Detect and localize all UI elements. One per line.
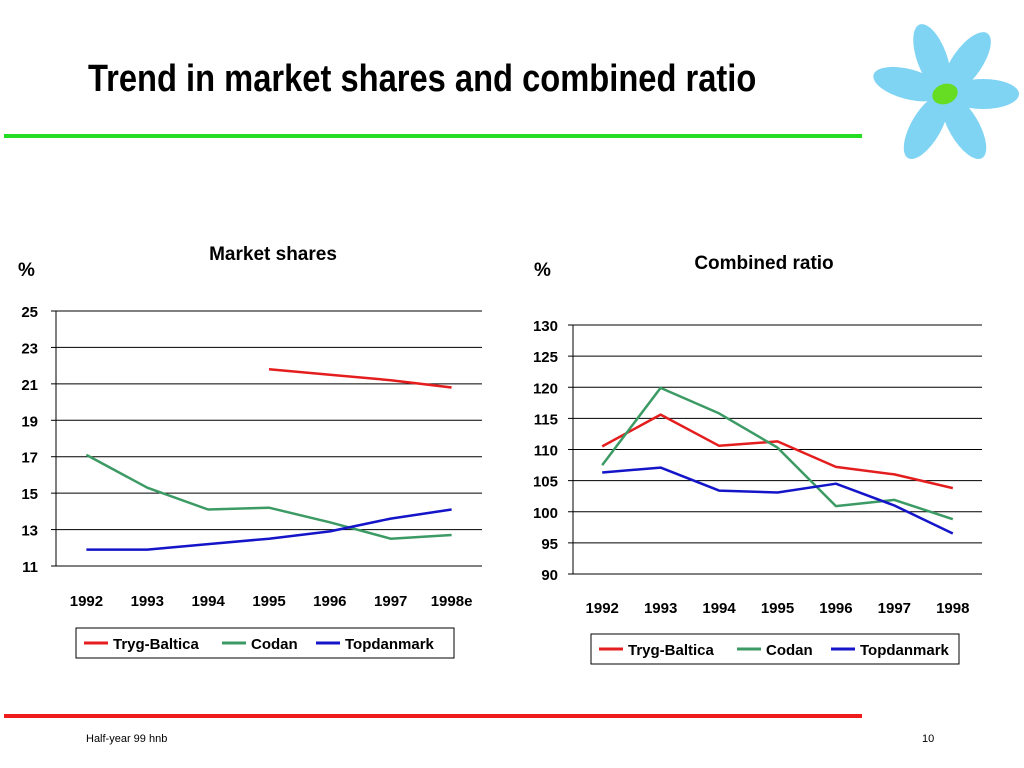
logo-petal: [947, 79, 1019, 109]
chart-0: Market shares% 11 13 15 17 19 21 23 25 1992 1993 19…: [18, 244, 482, 659]
x-tick-label: 1996: [819, 600, 852, 617]
series-line-topdanmark: [86, 508, 452, 551]
y-tick-label: 120: [533, 380, 558, 397]
page-number: 10: [922, 733, 935, 745]
y-tick-label: 95: [541, 536, 558, 553]
y-tick-label: 17: [21, 450, 38, 467]
legend-label: Codan: [251, 636, 298, 653]
x-tick-label: 1994: [191, 593, 225, 610]
x-tick-label: 1994: [702, 600, 736, 617]
y-tick-label: 130: [533, 318, 558, 335]
y-tick-label: 15: [21, 486, 38, 503]
x-tick-label: 1993: [644, 600, 677, 617]
top-divider: [4, 134, 862, 138]
x-tick-label: 1997: [878, 600, 911, 617]
legend-box: [75, 627, 455, 659]
series-line-topdanmark: [602, 466, 954, 535]
x-tick-label: 1996: [313, 593, 346, 610]
chart-title: Market shares: [209, 244, 337, 265]
legend-label: Tryg-Baltica: [113, 636, 200, 653]
x-tick-label: 1995: [761, 600, 794, 617]
y-axis-label: %: [534, 260, 551, 281]
bottom-divider: [4, 714, 862, 718]
y-tick-label: 25: [21, 304, 38, 321]
y-tick-label: 100: [533, 505, 558, 522]
chart-1: Combined ratio% 90 95 100 105 110 115 120 125 130…: [533, 253, 982, 665]
y-tick-label: 19: [21, 413, 38, 430]
logo-petal: [903, 94, 949, 159]
legend-label: Topdanmark: [345, 636, 435, 653]
y-tick-label: 23: [21, 340, 38, 357]
y-axis-label: %: [18, 260, 35, 281]
slide-title: Trend in market shares and combined rati…: [88, 58, 757, 100]
logo-center: [932, 83, 958, 105]
x-tick-label: 1992: [70, 593, 103, 610]
y-tick-label: 105: [533, 474, 558, 491]
y-tick-label: 125: [533, 349, 558, 366]
y-tick-label: 11: [22, 559, 38, 576]
y-tick-label: 21: [21, 377, 38, 394]
legend: Tryg-Baltica Codan Topdanmark: [75, 627, 455, 659]
x-tick-label: 1997: [374, 593, 407, 610]
flower-logo-icon: [873, 24, 1019, 159]
series-line-codan: [85, 453, 452, 540]
y-tick-label: 110: [534, 443, 558, 460]
x-tick-label: 1998e: [431, 593, 473, 610]
y-tick-label: 115: [534, 411, 558, 428]
logo-petal: [942, 32, 991, 94]
legend: Tryg-Baltica Codan Topdanmark: [590, 633, 960, 665]
x-tick-label: 1993: [131, 593, 164, 610]
series-line-tryg-baltica: [601, 413, 954, 490]
legend-label: Topdanmark: [860, 642, 950, 659]
legend-label: Tryg-Baltica: [628, 642, 715, 659]
legend-box: [590, 633, 960, 665]
series-line-codan: [601, 386, 954, 521]
logo-petal: [941, 94, 987, 159]
y-tick-label: 90: [541, 567, 558, 584]
legend-label: Codan: [766, 642, 813, 659]
x-tick-label: 1995: [252, 593, 285, 610]
y-tick-label: 13: [21, 523, 38, 540]
footer-text: Half-year 99 hnb: [86, 733, 168, 745]
logo-petal: [913, 24, 951, 93]
x-tick-label: 1992: [586, 600, 619, 617]
chart-title: Combined ratio: [694, 253, 833, 274]
x-tick-label: 1998: [936, 600, 969, 617]
series-line-tryg-baltica: [268, 368, 452, 389]
